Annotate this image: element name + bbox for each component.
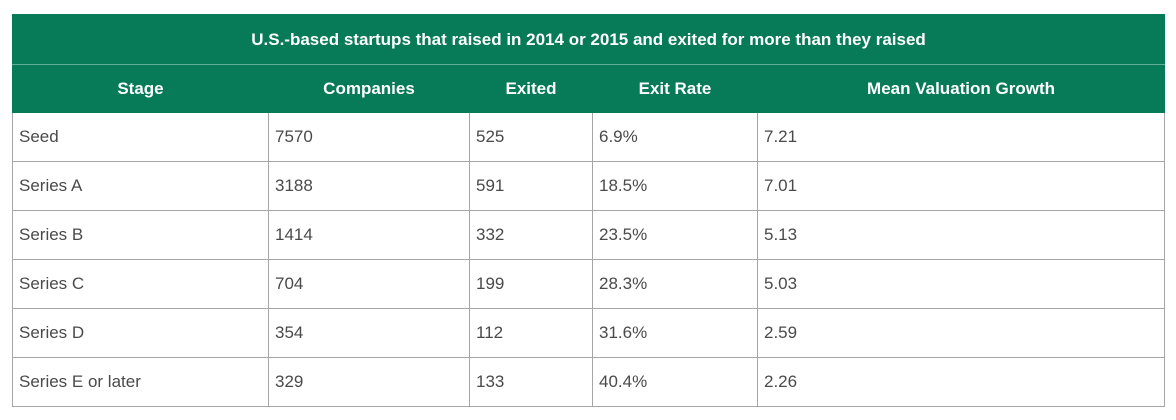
cell-mean-valuation-growth: 7.01 [756, 161, 1166, 211]
cell-mean-valuation-growth: 5.03 [756, 259, 1166, 309]
cell-stage: Series D [12, 308, 269, 358]
startup-exits-table-container: U.S.-based startups that raised in 2014 … [11, 14, 1166, 407]
cell-stage: Series E or later [12, 357, 269, 407]
cell-companies: 1414 [268, 210, 470, 260]
cell-mean-valuation-growth: 5.13 [756, 210, 1166, 260]
cell-companies: 3188 [268, 161, 470, 211]
cell-stage: Series C [12, 259, 269, 309]
cell-companies: 329 [268, 357, 470, 407]
table-header-row: Stage Companies Exited Exit Rate Mean Va… [12, 64, 1166, 113]
cell-exit-rate: 40.4% [592, 357, 758, 407]
column-header-companies: Companies [268, 64, 470, 113]
cell-stage: Series B [12, 210, 269, 260]
cell-mean-valuation-growth: 2.26 [756, 357, 1166, 407]
column-header-exit-rate: Exit Rate [592, 64, 758, 113]
cell-mean-valuation-growth: 2.59 [756, 308, 1166, 358]
cell-exited: 332 [469, 210, 593, 260]
cell-exited: 133 [469, 357, 593, 407]
cell-exited: 112 [469, 308, 593, 358]
table-title-row: U.S.-based startups that raised in 2014 … [11, 14, 1166, 65]
table-title: U.S.-based startups that raised in 2014 … [11, 14, 1166, 65]
cell-exited: 199 [469, 259, 593, 309]
cell-companies: 704 [268, 259, 470, 309]
table-body: Seed 7570 525 6.9% 7.21 Series A 3188 59… [12, 112, 1166, 407]
cell-exited: 591 [469, 161, 593, 211]
table-row: Series E or later 329 133 40.4% 2.26 [12, 357, 1166, 407]
cell-mean-valuation-growth: 7.21 [756, 112, 1166, 162]
table-row: Series C 704 199 28.3% 5.03 [12, 259, 1166, 309]
cell-companies: 7570 [268, 112, 470, 162]
cell-exit-rate: 31.6% [592, 308, 758, 358]
cell-exit-rate: 28.3% [592, 259, 758, 309]
table-row: Seed 7570 525 6.9% 7.21 [12, 112, 1166, 162]
cell-stage: Seed [12, 112, 269, 162]
cell-exited: 525 [469, 112, 593, 162]
column-header-exited: Exited [469, 64, 593, 113]
table-row: Series D 354 112 31.6% 2.59 [12, 308, 1166, 358]
column-header-mean-valuation-growth: Mean Valuation Growth [756, 64, 1166, 113]
table-row: Series B 1414 332 23.5% 5.13 [12, 210, 1166, 260]
column-header-stage: Stage [12, 64, 269, 113]
cell-companies: 354 [268, 308, 470, 358]
cell-exit-rate: 6.9% [592, 112, 758, 162]
cell-exit-rate: 23.5% [592, 210, 758, 260]
cell-exit-rate: 18.5% [592, 161, 758, 211]
table-row: Series A 3188 591 18.5% 7.01 [12, 161, 1166, 211]
startup-exits-table: U.S.-based startups that raised in 2014 … [11, 14, 1166, 407]
cell-stage: Series A [12, 161, 269, 211]
